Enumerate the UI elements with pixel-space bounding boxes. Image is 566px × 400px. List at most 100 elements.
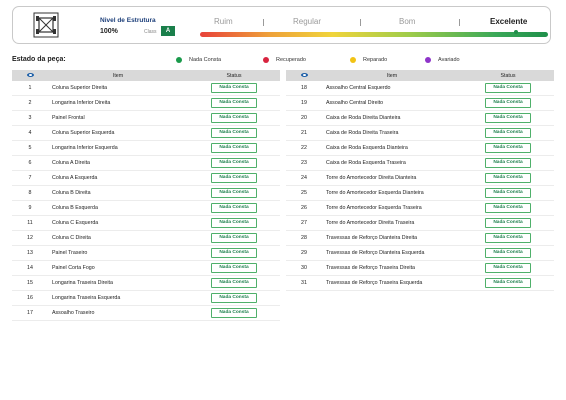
car-chassis-logo-icon [33,12,59,38]
table-row: 28 Travessas de Reforço Dianteira Direita… [286,230,554,246]
status-badge[interactable]: Nada Consta [485,98,531,108]
structure-level-title: Nivel de Estrutura [100,17,156,24]
status-cell: Nada Consta [188,81,280,96]
table-row: 6 Coluna A Direita Nada Consta [12,155,280,171]
part-name: Painel Frontal [48,110,188,126]
row-number: 2 [12,95,48,111]
status-cell: Nada Consta [462,95,554,111]
table-row: 13 Painel Traseiro Nada Consta [12,245,280,261]
status-badge[interactable]: Nada Consta [485,188,531,198]
status-badge[interactable]: Nada Consta [485,83,531,93]
row-number: 22 [286,140,322,156]
table-row: 16 Longarina Traseira Esquerda Nada Consta [12,290,280,306]
status-badge[interactable]: Nada Consta [211,263,257,273]
status-cell: Nada Consta [462,275,554,291]
row-number: 11 [12,215,48,231]
rating-scale: Ruim Regular Bom Excelente [200,17,548,39]
rating-marker [514,30,518,34]
table-row: 15 Longarina Traseira Direita Nada Consta [12,275,280,291]
status-badge[interactable]: Nada Consta [211,278,257,288]
part-name: Travessas de Reforço Dianteira Direita [322,230,462,246]
status-badge[interactable]: Nada Consta [485,203,531,213]
status-badge[interactable]: Nada Consta [485,263,531,273]
status-cell: Nada Consta [188,245,280,261]
status-cell: Nada Consta [462,125,554,141]
scale-label-bom: Bom [399,17,416,26]
eye-icon[interactable] [300,73,308,78]
row-number: 17 [12,305,48,321]
table-row: 23 Caixa de Roda Esquerda Traseira Nada Co… [286,155,554,171]
status-badge[interactable]: Nada Consta [211,233,257,243]
status-badge[interactable]: Nada Consta [211,173,257,183]
scale-divider [459,19,460,26]
row-number: 3 [12,110,48,126]
table-row: 9 Coluna B Esquerda Nada Consta [12,200,280,216]
status-badge[interactable]: Nada Consta [211,83,257,93]
status-badge[interactable]: Nada Consta [485,248,531,258]
legend-item-reparado: Reparado [350,57,387,63]
status-badge[interactable]: Nada Consta [211,113,257,123]
status-cell: Nada Consta [188,110,280,126]
status-badge[interactable]: Nada Consta [211,293,257,303]
row-number: 8 [12,185,48,201]
status-badge[interactable]: Nada Consta [211,128,257,138]
row-number: 25 [286,185,322,201]
status-badge[interactable]: Nada Consta [485,278,531,288]
part-name: Torre do Amortecedor Esquerda Dianteira [322,185,462,201]
status-badge[interactable]: Nada Consta [211,248,257,258]
row-number: 5 [12,140,48,156]
row-number: 18 [286,81,322,96]
status-badge[interactable]: Nada Consta [485,173,531,183]
status-column-header: Status [188,70,280,81]
table-row: 2 Longarina Inferior Direita Nada Consta [12,95,280,111]
scale-label-regular: Regular [293,17,322,26]
row-number: 29 [286,245,322,261]
scale-divider [263,19,264,26]
scale-label-excelente: Excelente [490,17,528,26]
part-name: Assoalho Traseiro [48,305,188,321]
row-number: 31 [286,275,322,291]
status-badge[interactable]: Nada Consta [485,128,531,138]
status-badge[interactable]: Nada Consta [211,158,257,168]
row-number: 19 [286,95,322,111]
status-badge[interactable]: Nada Consta [485,218,531,228]
status-badge[interactable]: Nada Consta [211,203,257,213]
status-badge[interactable]: Nada Consta [485,233,531,243]
row-number: 26 [286,200,322,216]
part-name: Torre do Amortecedor Direita Dianteira [322,170,462,186]
part-name: Coluna C Direita [48,230,188,246]
part-name: Painel Traseiro [48,245,188,261]
status-cell: Nada Consta [462,230,554,246]
yellow-dot-icon [350,57,356,63]
status-badge[interactable]: Nada Consta [211,143,257,153]
table-row: 11 Coluna C Esquerda Nada Consta [12,215,280,231]
status-badge[interactable]: Nada Consta [485,143,531,153]
part-name: Assoalho Central Direito [322,95,462,111]
part-name: Assoalho Central Esquerdo [322,81,462,96]
legend-label: Reparado [363,57,388,63]
view-column-header[interactable] [12,70,48,81]
status-badge[interactable]: Nada Consta [211,308,257,318]
table-row: 29 Travessas de Reforço Dianteira Esquerd… [286,245,554,261]
scale-divider [360,19,361,26]
status-cell: Nada Consta [188,140,280,156]
status-badge[interactable]: Nada Consta [211,98,257,108]
part-name: Coluna Superior Esquerda [48,125,188,141]
status-badge[interactable]: Nada Consta [485,158,531,168]
row-number: 14 [12,260,48,276]
eye-icon[interactable] [26,73,34,78]
legend-label: Recuperado [276,57,306,63]
green-dot-icon [176,57,182,63]
red-dot-icon [263,57,269,63]
class-label: Class [144,29,157,35]
view-column-header[interactable] [286,70,322,81]
status-badge[interactable]: Nada Consta [485,113,531,123]
row-number: 15 [12,275,48,291]
item-column-header: Item [48,70,188,81]
row-number: 16 [12,290,48,306]
part-name: Travessas de Reforço Dianteira Esquerda [322,245,462,261]
status-badge[interactable]: Nada Consta [211,218,257,228]
status-cell: Nada Consta [462,215,554,231]
status-cell: Nada Consta [188,260,280,276]
status-badge[interactable]: Nada Consta [211,188,257,198]
